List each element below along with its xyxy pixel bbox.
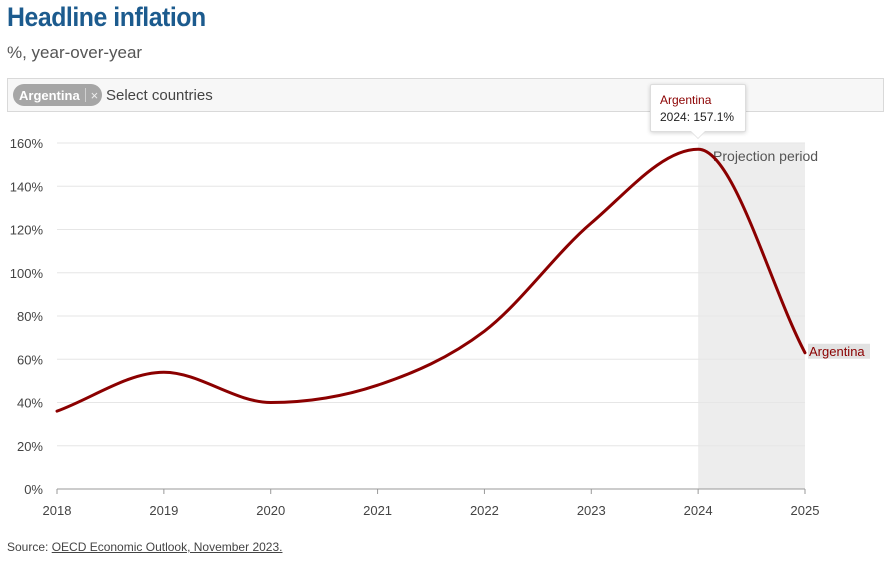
chart-subtitle: %, year-over-year <box>7 43 143 62</box>
tooltip-value: 2024: 157.1% <box>660 110 735 124</box>
y-tick-label: 160% <box>10 136 44 151</box>
chart-title: Headline inflation <box>7 2 206 32</box>
projection-label: Projection period <box>713 148 818 164</box>
x-tick-label: 2022 <box>470 503 499 518</box>
y-tick-label: 40% <box>17 396 43 411</box>
country-search-input[interactable]: Select countries <box>106 87 213 104</box>
source-note: Source: OECD Economic Outlook, November … <box>7 540 282 554</box>
x-tick-label: 2018 <box>43 503 72 518</box>
series-end-label: Argentina <box>809 344 865 359</box>
x-tick-label: 2025 <box>791 503 820 518</box>
x-tick-label: 2021 <box>363 503 392 518</box>
country-chip-label: Argentina <box>19 87 80 103</box>
source-link[interactable]: OECD Economic Outlook, November 2023. <box>51 540 283 554</box>
y-tick-label: 80% <box>17 309 43 324</box>
x-tick-label: 2020 <box>256 503 285 518</box>
y-tick-label: 60% <box>17 352 43 367</box>
data-tooltip: Argentina 2024: 157.1% <box>650 84 746 132</box>
x-tick-label: 2023 <box>577 503 606 518</box>
y-tick-label: 20% <box>17 439 43 454</box>
source-prefix: Source: <box>7 540 52 554</box>
tooltip-series-name: Argentina <box>660 93 712 107</box>
y-tick-label: 100% <box>10 266 44 281</box>
y-tick-label: 120% <box>10 223 44 238</box>
end-label-background <box>808 343 870 359</box>
y-tick-label: 140% <box>10 179 44 194</box>
y-tick-label: 0% <box>24 482 43 497</box>
country-chip-argentina[interactable]: Argentina × <box>13 84 103 106</box>
x-tick-label: 2024 <box>684 503 713 518</box>
series-line-argentina <box>55 147 807 413</box>
close-icon[interactable]: × <box>90 87 99 103</box>
x-tick-label: 2019 <box>149 503 178 518</box>
chip-divider <box>84 88 86 102</box>
country-selector[interactable]: Argentina × Select countries <box>7 78 884 112</box>
